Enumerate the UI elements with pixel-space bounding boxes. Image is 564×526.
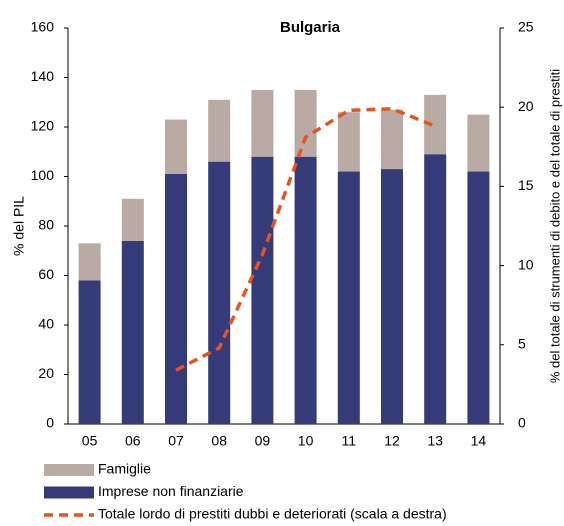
bar [381, 109, 403, 170]
y2-tick-label: 15 [518, 177, 534, 193]
x-tick-label: 05 [82, 433, 98, 449]
legend-label: Famiglie [98, 461, 151, 477]
bar [424, 94, 447, 155]
y-tick-label: 100 [31, 167, 55, 183]
bar [424, 154, 447, 424]
bar [208, 99, 231, 162]
y-tick-label: 0 [46, 415, 54, 431]
bar [381, 169, 403, 424]
bar [337, 171, 360, 424]
legend-swatch [44, 464, 94, 476]
bar [294, 156, 317, 424]
x-tick-label: 11 [342, 433, 357, 449]
y-tick-label: 140 [31, 68, 55, 84]
y-tick-label: 80 [38, 217, 54, 233]
x-tick-label: 07 [168, 433, 184, 449]
bar [294, 89, 317, 157]
line [175, 107, 436, 372]
bar [165, 119, 187, 175]
legend-label: Totale lordo di prestiti dubbi e deterio… [98, 506, 447, 522]
bar [337, 112, 360, 172]
x-tick-label: 06 [125, 433, 141, 449]
bar [165, 174, 187, 424]
bar [467, 114, 490, 172]
chart-title: Bulgaria [280, 19, 341, 36]
x-tick-label: 10 [298, 433, 314, 449]
bar [208, 161, 231, 424]
x-tick-label: 08 [211, 433, 227, 449]
x-tick-label: 09 [255, 433, 271, 449]
x-tick-label: 14 [471, 433, 487, 449]
bar [78, 243, 101, 281]
y-axis-label: % del PIL [11, 196, 27, 256]
bar [251, 89, 274, 157]
x-tick-label: 13 [427, 433, 443, 449]
y-tick-label: 40 [38, 316, 54, 332]
bar [467, 171, 490, 424]
y2-tick-label: 25 [518, 19, 534, 35]
y2-tick-label: 5 [518, 336, 526, 352]
bar [121, 198, 144, 241]
y2-tick-label: 0 [518, 415, 526, 431]
bar [121, 240, 144, 424]
y-tick-label: 120 [31, 118, 55, 134]
y2-tick-label: 20 [518, 98, 534, 114]
y2-axis-label: % del totale di strumenti di debito e de… [547, 69, 562, 383]
legend-swatch [44, 486, 94, 499]
bar [251, 156, 274, 424]
y-tick-label: 20 [38, 365, 54, 381]
x-tick-label: 12 [384, 433, 400, 449]
legend-label: Imprese non finanziarie [98, 483, 244, 499]
y2-tick-label: 10 [518, 256, 534, 272]
y-tick-label: 160 [31, 19, 55, 35]
bar [78, 280, 101, 424]
y-tick-label: 60 [38, 266, 54, 282]
